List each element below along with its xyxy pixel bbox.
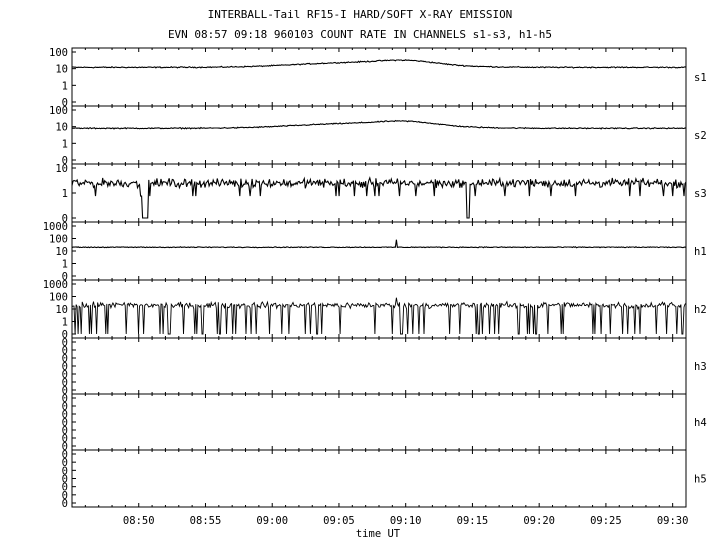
x-tick-label: 08:50: [123, 515, 155, 527]
y-tick-label: 0: [62, 449, 68, 461]
y-tick-label: 0: [62, 361, 68, 373]
y-tick-label: 1: [62, 317, 68, 329]
y-tick-label: 1: [62, 80, 68, 92]
x-tick-label: 08:55: [190, 515, 222, 527]
x-tick-label: 09:05: [323, 515, 355, 527]
y-tick-label: 1: [62, 259, 68, 271]
panel-label: h3: [694, 361, 707, 373]
x-tick-label: 09:10: [390, 515, 422, 527]
panel-frame: [71, 105, 687, 165]
x-tick-label: 09:30: [657, 515, 689, 527]
x-tick-label: 09:15: [457, 515, 489, 527]
y-tick-label: 0: [62, 465, 68, 477]
series-line-h2: [71, 297, 687, 335]
panel-label: h2: [694, 304, 707, 316]
y-tick-label: 1: [62, 138, 68, 150]
y-tick-label: 100: [49, 105, 68, 117]
panel-label: h1: [694, 246, 707, 258]
y-tick-label: 0: [62, 482, 68, 494]
y-tick-label: 0: [62, 433, 68, 445]
y-tick-label: 100: [49, 234, 68, 246]
y-tick-label: 0: [62, 353, 68, 365]
panel-frame: [71, 393, 687, 451]
y-tick-label: 0: [62, 369, 68, 381]
panel-frame: [71, 449, 687, 508]
y-tick-label: 0: [62, 425, 68, 437]
y-tick-label: 0: [62, 377, 68, 389]
y-tick-label: 100: [49, 47, 68, 59]
panel-label: s2: [694, 130, 707, 142]
y-tick-label: 0: [62, 213, 68, 225]
y-tick-label: 10: [55, 304, 68, 316]
y-tick-label: 0: [62, 490, 68, 502]
panel-frame: [71, 337, 687, 395]
y-tick-label: 0: [62, 498, 68, 510]
y-tick-label: 10: [55, 163, 68, 175]
y-tick-label: 0: [62, 97, 68, 109]
y-tick-label: 0: [62, 457, 68, 469]
panel-label: h4: [694, 417, 707, 429]
panel-label: s1: [694, 72, 707, 84]
y-tick-label: 0: [62, 271, 68, 283]
x-axis-label: time UT: [356, 528, 401, 540]
y-tick-label: 0: [62, 417, 68, 429]
y-tick-label: 0: [62, 401, 68, 413]
y-tick-label: 10: [55, 122, 68, 134]
y-tick-label: 0: [62, 409, 68, 421]
series-line-s3: [71, 176, 687, 219]
x-tick-label: 09:20: [523, 515, 555, 527]
y-tick-label: 10: [55, 64, 68, 76]
x-tick-label: 09:00: [256, 515, 288, 527]
chart-title: INTERBALL-Tail RF15-I HARD/SOFT X-RAY EM…: [207, 8, 513, 21]
y-tick-label: 0: [62, 337, 68, 349]
y-tick-label: 1: [62, 188, 68, 200]
series-line-h1: [71, 239, 687, 249]
y-tick-label: 0: [62, 329, 68, 341]
y-tick-label: 0: [62, 474, 68, 486]
y-tick-label: 0: [62, 393, 68, 405]
y-tick-label: 1000: [43, 279, 68, 291]
y-tick-label: 0: [62, 385, 68, 397]
series-line-s1: [71, 59, 687, 69]
y-tick-label: 1000: [43, 221, 68, 233]
chart-subtitle: EVN 08:57 09:18 960103 COUNT RATE IN CHA…: [167, 28, 553, 41]
panel-frame: [71, 221, 687, 281]
y-tick-label: 0: [62, 345, 68, 357]
y-tick-label: 10: [55, 246, 68, 258]
y-tick-label: 0: [62, 441, 68, 453]
panel-label: s3: [694, 188, 707, 200]
y-tick-label: 0: [62, 155, 68, 167]
panel-label: h5: [694, 474, 707, 486]
series-line-s2: [71, 119, 687, 130]
y-tick-label: 100: [49, 292, 68, 304]
x-tick-label: 09:25: [590, 515, 622, 527]
panel-frame: [71, 47, 687, 107]
